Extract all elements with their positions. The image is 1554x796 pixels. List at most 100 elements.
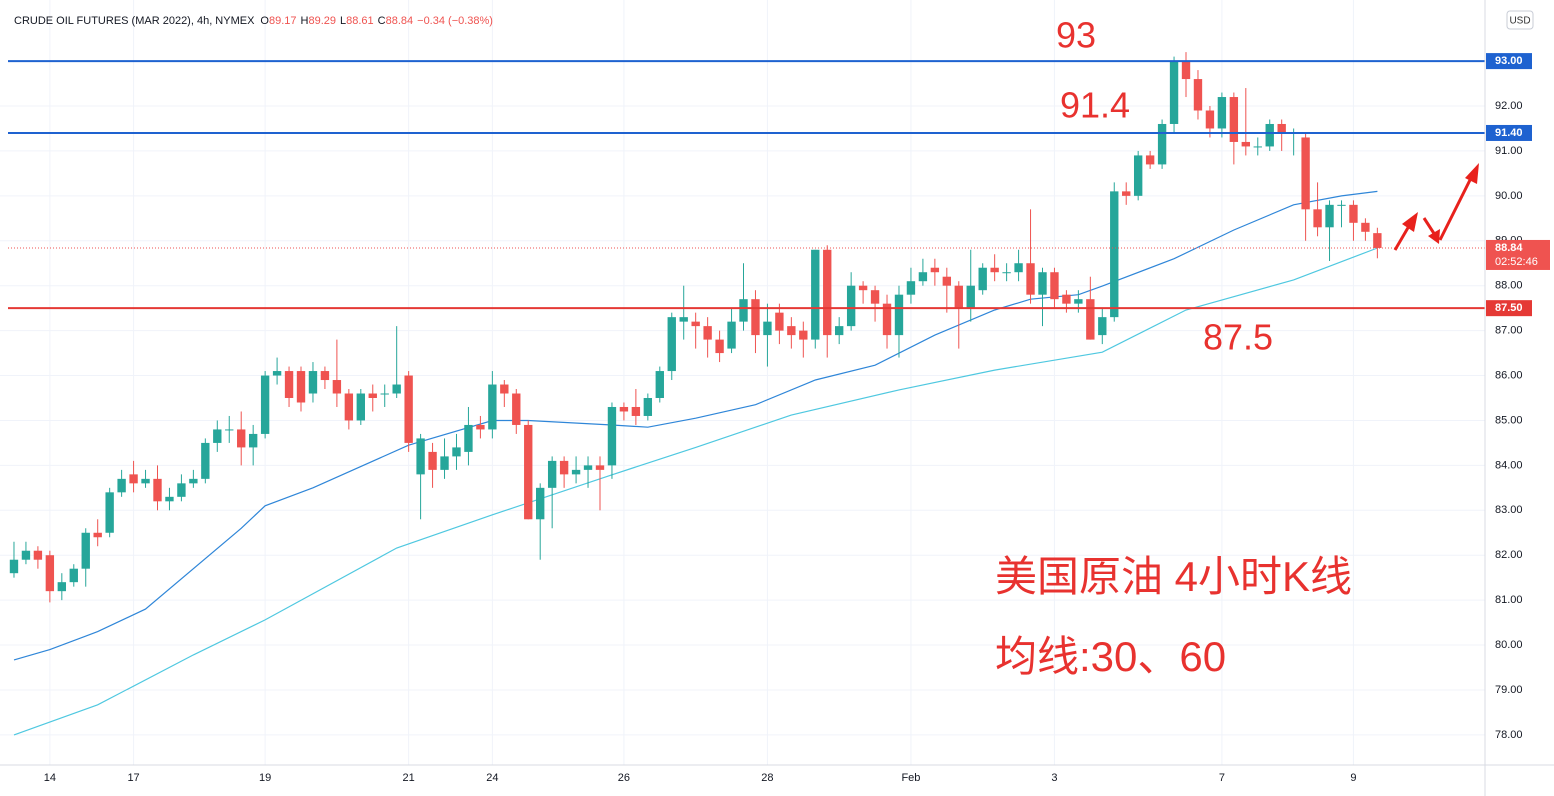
candle-body <box>237 429 246 448</box>
note: 均线:30、60 <box>995 633 1226 680</box>
moving-average <box>13 190 1378 661</box>
candle-body <box>835 326 844 336</box>
candle-body <box>524 424 533 520</box>
last-price-box <box>1486 239 1550 270</box>
candle-body <box>201 442 210 479</box>
candle-body <box>595 465 605 470</box>
y-tick-label: 91.00 <box>1495 145 1523 157</box>
candle-body <box>81 532 90 569</box>
legend-value: 89.29 <box>308 15 336 27</box>
candle-body <box>464 424 473 452</box>
candle-body <box>1086 299 1095 340</box>
x-tick-label: 14 <box>44 772 56 784</box>
candle-body <box>1014 263 1023 273</box>
candle-body <box>679 317 688 322</box>
annotation: 87.5 <box>1203 317 1273 358</box>
candle-body <box>117 478 126 493</box>
candle-body <box>870 290 880 304</box>
candle-body <box>1265 123 1274 147</box>
candle-body <box>320 371 330 381</box>
y-tick-label: 87.00 <box>1495 325 1523 337</box>
legend-key: O <box>260 15 269 27</box>
candle-body <box>1205 110 1215 129</box>
candle-body <box>1038 272 1047 295</box>
y-tick-label: 78.00 <box>1495 729 1523 741</box>
candle-body <box>763 321 772 336</box>
candle-body <box>631 406 641 416</box>
candle-body <box>990 267 999 273</box>
currency-box <box>1506 10 1534 30</box>
candle-body <box>906 281 916 295</box>
candle-body <box>1241 141 1250 147</box>
candle-body <box>1193 79 1203 111</box>
candle-body <box>1313 209 1322 228</box>
candle-body <box>1301 137 1310 210</box>
candle-body <box>380 393 389 395</box>
candle-body <box>21 550 31 560</box>
x-tick-label: 3 <box>1051 772 1057 784</box>
x-tick-label: Feb <box>901 772 920 784</box>
x-tick-label: 21 <box>403 772 415 784</box>
level-label: 91.40 <box>1495 127 1523 139</box>
axis: 78.00 79.00 80.00 81.00 82.00 83.00 84.00 85.00… <box>44 53 1550 784</box>
candle-body <box>1050 272 1059 300</box>
candle-body <box>344 393 354 421</box>
candle-body <box>1337 204 1346 206</box>
last-price-label: 88.84 <box>1495 242 1523 254</box>
annotation: 91.4 <box>1060 85 1130 126</box>
candle-body <box>93 532 102 538</box>
legend-value: 88.61 <box>346 15 374 27</box>
plot <box>8 52 1485 736</box>
level-label: 87.50 <box>1495 302 1523 314</box>
legend-value: 88.84 <box>386 15 414 27</box>
candle-body <box>1026 263 1035 295</box>
y-tick-label: 81.00 <box>1495 594 1523 606</box>
candle-body <box>225 429 234 431</box>
candle-body <box>571 469 581 475</box>
y-tick-label: 85.00 <box>1495 414 1523 426</box>
candle-body <box>787 326 796 336</box>
candle-body <box>846 285 856 327</box>
candle-body <box>1122 191 1131 196</box>
candle-body <box>296 371 306 403</box>
countdown: 02:52:46 <box>1495 256 1538 268</box>
candle-body <box>1074 299 1083 304</box>
candle-body <box>655 371 664 398</box>
candle-body <box>428 451 437 470</box>
title: CRUDE OIL FUTURES (MAR 2022), 4h, NYMEX <box>14 15 255 27</box>
candle-body <box>727 321 736 349</box>
candle-body <box>1169 61 1179 124</box>
x-tick-label: 9 <box>1350 772 1356 784</box>
candle-body <box>177 483 186 497</box>
candle-body <box>942 276 952 286</box>
candle-body <box>308 371 318 394</box>
candle-body <box>1098 317 1107 336</box>
candle-body <box>9 559 19 574</box>
candle-body <box>69 568 78 583</box>
candle-body <box>954 285 963 309</box>
candle-body <box>512 393 521 425</box>
y-tick-label: 86.00 <box>1495 369 1523 381</box>
candle-body <box>500 384 509 394</box>
arrow-head <box>1402 212 1418 232</box>
annotation: 93 <box>1056 15 1096 56</box>
candle-body <box>583 465 593 470</box>
candle-body <box>153 478 162 502</box>
header: CRUDE OIL FUTURES (MAR 2022), 4h, NYMEX O… <box>14 15 493 27</box>
candle-body <box>799 330 808 340</box>
candle-body <box>918 272 928 282</box>
note: 美国原油 4小时K线 <box>995 553 1352 600</box>
candle-body <box>213 429 222 443</box>
candle-body <box>356 393 365 421</box>
moving-average <box>13 247 1378 736</box>
y-tick-label: 82.00 <box>1495 549 1523 561</box>
candle-body <box>141 478 150 484</box>
arrow-head <box>1465 163 1479 184</box>
candle-body <box>1229 97 1239 142</box>
candle-body <box>715 339 724 354</box>
legend-key: L <box>340 15 346 27</box>
candle-body <box>45 555 55 592</box>
candle-body <box>332 380 342 394</box>
y-tick-label: 83.00 <box>1495 504 1523 516</box>
candle-body <box>440 456 449 470</box>
